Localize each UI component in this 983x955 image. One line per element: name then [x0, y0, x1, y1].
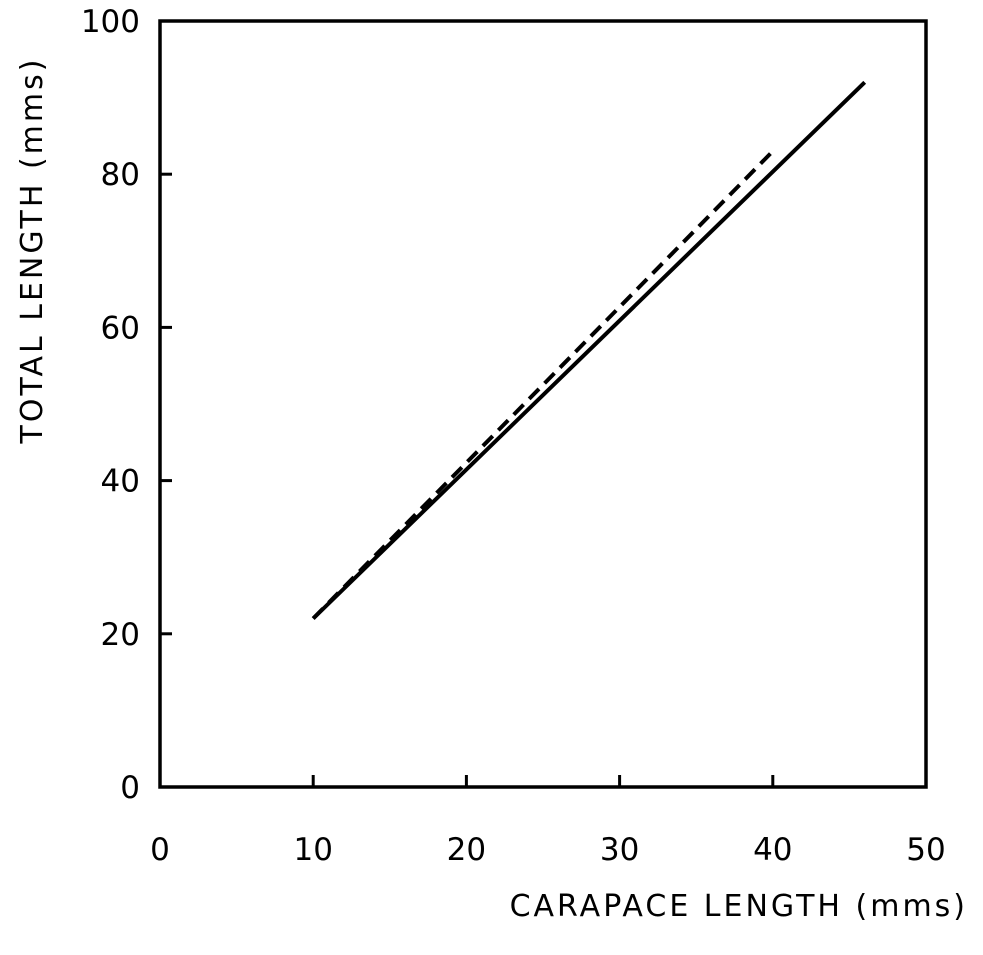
x-tick-labels: 0 10 20 30 40 50: [150, 832, 946, 868]
y-axis-label: TOTAL LENGTH (mms): [15, 57, 50, 445]
x-tick-label: 20: [447, 832, 486, 868]
y-tick-labels: 0 20 40 60 80 100: [81, 4, 140, 806]
series-layer: [311, 80, 867, 620]
y-tick-label: 20: [101, 617, 140, 653]
y-tick-label: 0: [120, 770, 140, 806]
plot-area: [158, 19, 928, 789]
x-tick-label: 10: [293, 832, 332, 868]
y-tick-label: 40: [101, 464, 140, 500]
y-tick-label: 80: [101, 157, 140, 193]
plot-frame: [158, 19, 928, 789]
x-axis-label: CARAPACE LENGTH (mms): [510, 889, 968, 924]
series-dashed-line: [311, 149, 775, 620]
x-tick-label: 50: [906, 832, 945, 868]
y-tick-label: 60: [101, 310, 140, 346]
series-solid-line: [311, 80, 867, 620]
x-tick-label: 30: [600, 832, 639, 868]
tick-marks: [158, 19, 928, 789]
x-tick-label: 0: [150, 832, 170, 868]
x-tick-label: 40: [753, 832, 792, 868]
y-tick-label: 100: [81, 4, 140, 40]
